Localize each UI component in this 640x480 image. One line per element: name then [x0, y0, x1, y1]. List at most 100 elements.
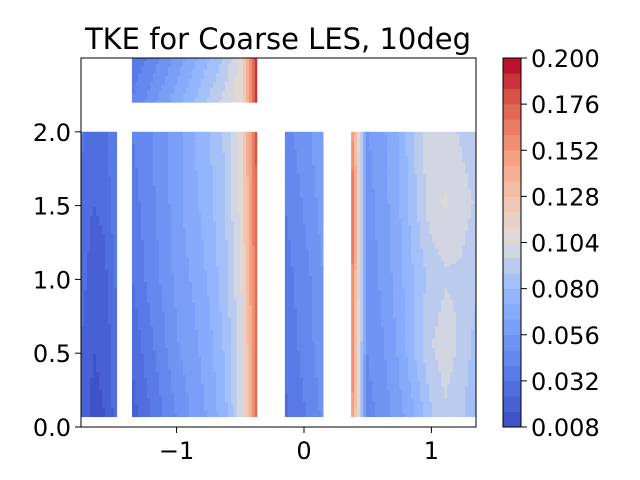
- contour-cell: [146, 359, 151, 364]
- contour-cell: [248, 317, 253, 322]
- contour-cell: [236, 224, 241, 229]
- contour-cell: [227, 395, 232, 400]
- contour-cell: [167, 197, 172, 202]
- contour-cell: [242, 248, 247, 253]
- contour-cell: [203, 266, 208, 271]
- contour-cell: [233, 173, 238, 178]
- contour-cell: [254, 302, 258, 307]
- contour-cell: [239, 389, 244, 394]
- contour-cell: [111, 275, 115, 280]
- contour-cell: [93, 182, 97, 187]
- contour-cell: [227, 383, 232, 388]
- contour-cell: [158, 389, 163, 394]
- contour-cell: [105, 302, 109, 307]
- contour-cell: [230, 278, 235, 283]
- contour-cell: [203, 356, 208, 361]
- contour-cell: [161, 386, 166, 391]
- contour-cell: [81, 131, 85, 136]
- contour-cell: [206, 362, 211, 367]
- contour-cell: [155, 158, 160, 163]
- contour-cell: [140, 152, 145, 157]
- contour-cell: [102, 224, 106, 229]
- contour-cell: [149, 254, 154, 259]
- contour-cell: [188, 227, 193, 232]
- contour-cell: [203, 200, 208, 205]
- contour-cell: [111, 323, 115, 328]
- contour-cell: [137, 326, 142, 331]
- contour-cell: [108, 221, 112, 226]
- contour-cell: [137, 257, 142, 262]
- contour-cell: [185, 293, 190, 298]
- contour-cell: [185, 245, 190, 250]
- contour-cell: [224, 275, 229, 280]
- contour-cell: [84, 152, 88, 157]
- contour-cell: [170, 248, 175, 253]
- contour-cell: [236, 368, 241, 373]
- contour-cell: [173, 263, 178, 268]
- contour-cell: [114, 164, 118, 169]
- contour-cell: [96, 299, 100, 304]
- contour-cell: [203, 212, 208, 217]
- contour-cell: [245, 206, 250, 211]
- contour-cell: [179, 161, 184, 166]
- contour-cell: [87, 398, 91, 403]
- contour-cell: [251, 341, 256, 346]
- contour-cell: [209, 365, 214, 370]
- contour-cell: [105, 320, 109, 325]
- contour-cell: [146, 368, 151, 373]
- contour-cell: [194, 299, 199, 304]
- contour-cell: [206, 401, 211, 406]
- contour-cell: [108, 347, 112, 352]
- contour-cell: [84, 272, 88, 277]
- contour-cell: [93, 332, 97, 337]
- contour-cell: [146, 380, 151, 385]
- contour-cell: [102, 398, 106, 403]
- contour-cell: [87, 296, 91, 301]
- contour-cell: [194, 140, 199, 145]
- contour-cell: [87, 344, 91, 349]
- contour-cell: [143, 266, 148, 271]
- contour-cell: [221, 152, 226, 157]
- contour-cell: [170, 269, 175, 274]
- contour-cell: [134, 245, 139, 250]
- contour-cell: [209, 134, 214, 139]
- contour-cell: [248, 395, 253, 400]
- contour-cell: [215, 311, 220, 316]
- contour-cell: [236, 401, 241, 406]
- contour-cell: [176, 155, 181, 160]
- contour-cell: [140, 329, 145, 334]
- contour-cell: [206, 167, 211, 172]
- contour-cell: [81, 215, 85, 220]
- contour-cell: [248, 239, 253, 244]
- contour-cell: [114, 395, 118, 400]
- contour-cell: [251, 236, 256, 241]
- contour-cell: [191, 281, 196, 286]
- contour-cell: [105, 173, 109, 178]
- contour-cell: [254, 329, 258, 334]
- contour-cell: [105, 149, 109, 154]
- contour-cell: [197, 299, 202, 304]
- contour-cell: [179, 149, 184, 154]
- contour-cell: [155, 314, 160, 319]
- contour-cell: [111, 182, 115, 187]
- contour-cell: [134, 212, 139, 217]
- contour-cell: [158, 263, 163, 268]
- contour-cell: [197, 314, 202, 319]
- contour-cell: [197, 140, 202, 145]
- contour-cell: [81, 257, 85, 262]
- contour-cell: [221, 230, 226, 235]
- contour-cell: [108, 413, 112, 418]
- contour-cell: [114, 371, 118, 376]
- contour-cell: [197, 260, 202, 265]
- contour-cell: [143, 305, 148, 310]
- contour-cell: [155, 392, 160, 397]
- contour-cell: [197, 323, 202, 328]
- contour-cell: [200, 209, 205, 214]
- contour-cell: [131, 353, 136, 358]
- contour-cell: [176, 278, 181, 283]
- contour-cell: [221, 278, 226, 283]
- contour-cell: [170, 188, 175, 193]
- contour-cell: [188, 323, 193, 328]
- contour-cell: [146, 188, 151, 193]
- contour-cell: [164, 359, 169, 364]
